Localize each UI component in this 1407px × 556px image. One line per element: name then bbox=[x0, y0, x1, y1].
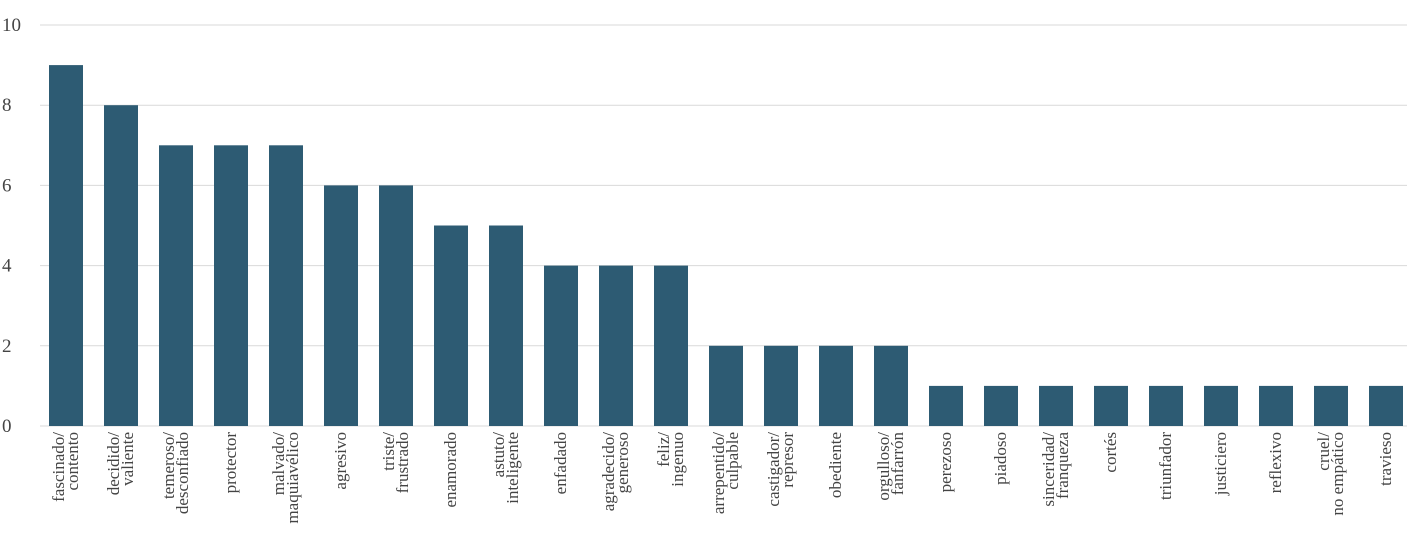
bar bbox=[654, 265, 688, 426]
y-tick-label: 10 bbox=[2, 15, 21, 36]
x-tick-label: orgulloso/fanfarrón bbox=[874, 432, 907, 501]
bar bbox=[269, 145, 303, 427]
y-tick-label: 6 bbox=[2, 175, 12, 196]
bar bbox=[49, 65, 83, 426]
x-tick-label: cruel/no empático bbox=[1314, 432, 1347, 516]
x-tick-label: castigador/represor bbox=[764, 432, 797, 507]
bar bbox=[1094, 385, 1128, 426]
x-tick-label: feliz/ingenuo bbox=[654, 432, 687, 487]
bar bbox=[709, 345, 743, 426]
x-tick-label: agresivo bbox=[331, 432, 350, 490]
x-tick-label: enfadado bbox=[551, 432, 570, 494]
x-tick-label: astuto/inteligente bbox=[489, 432, 522, 504]
bar bbox=[874, 345, 908, 426]
x-tick-label: perezoso bbox=[936, 432, 955, 492]
x-tick-label: protector bbox=[221, 432, 240, 494]
bar bbox=[544, 265, 578, 426]
x-tick-label: enamorado bbox=[441, 432, 460, 508]
x-tick-label: triunfador bbox=[1156, 432, 1175, 500]
bar bbox=[1039, 385, 1073, 426]
x-tick-label: decidido/valiente bbox=[104, 432, 137, 496]
x-tick-label: malvado/maquiavélico bbox=[269, 432, 302, 524]
bar bbox=[324, 185, 358, 426]
y-tick-label: 0 bbox=[2, 416, 12, 437]
y-tick-label: 8 bbox=[2, 95, 12, 116]
x-tick-label: agradecido/generoso bbox=[599, 432, 632, 512]
bar bbox=[1259, 385, 1293, 426]
bar bbox=[984, 385, 1018, 426]
x-tick-label: cortés bbox=[1101, 432, 1120, 473]
bar bbox=[1149, 385, 1183, 426]
x-tick-label: sinceridad/franqueza bbox=[1039, 432, 1072, 507]
bar bbox=[929, 385, 963, 426]
bar bbox=[104, 105, 138, 426]
x-tick-label: fascinado/contento bbox=[49, 432, 82, 502]
bar bbox=[489, 225, 523, 426]
x-tick-label: justiciero bbox=[1211, 432, 1230, 496]
bar bbox=[819, 345, 853, 426]
bar bbox=[214, 145, 248, 427]
x-tick-label: travieso bbox=[1376, 432, 1395, 486]
y-tick-label: 4 bbox=[2, 256, 12, 277]
bar bbox=[599, 265, 633, 426]
bar bbox=[764, 345, 798, 426]
y-tick-label: 2 bbox=[2, 336, 12, 357]
bar bbox=[159, 145, 193, 427]
x-tick-label: temeroso/desconfiado bbox=[159, 432, 192, 514]
x-tick-label: reflexivo bbox=[1266, 432, 1285, 493]
bar bbox=[1314, 385, 1348, 426]
x-tick-label: arrepentido/culpable bbox=[709, 432, 742, 514]
bar bbox=[379, 185, 413, 426]
bar bbox=[1369, 385, 1403, 426]
x-tick-label: triste/frustrado bbox=[379, 432, 412, 494]
bar bbox=[1204, 385, 1238, 426]
bar bbox=[434, 225, 468, 426]
x-tick-label: obediente bbox=[826, 432, 845, 498]
x-tick-label: piadoso bbox=[991, 432, 1010, 485]
